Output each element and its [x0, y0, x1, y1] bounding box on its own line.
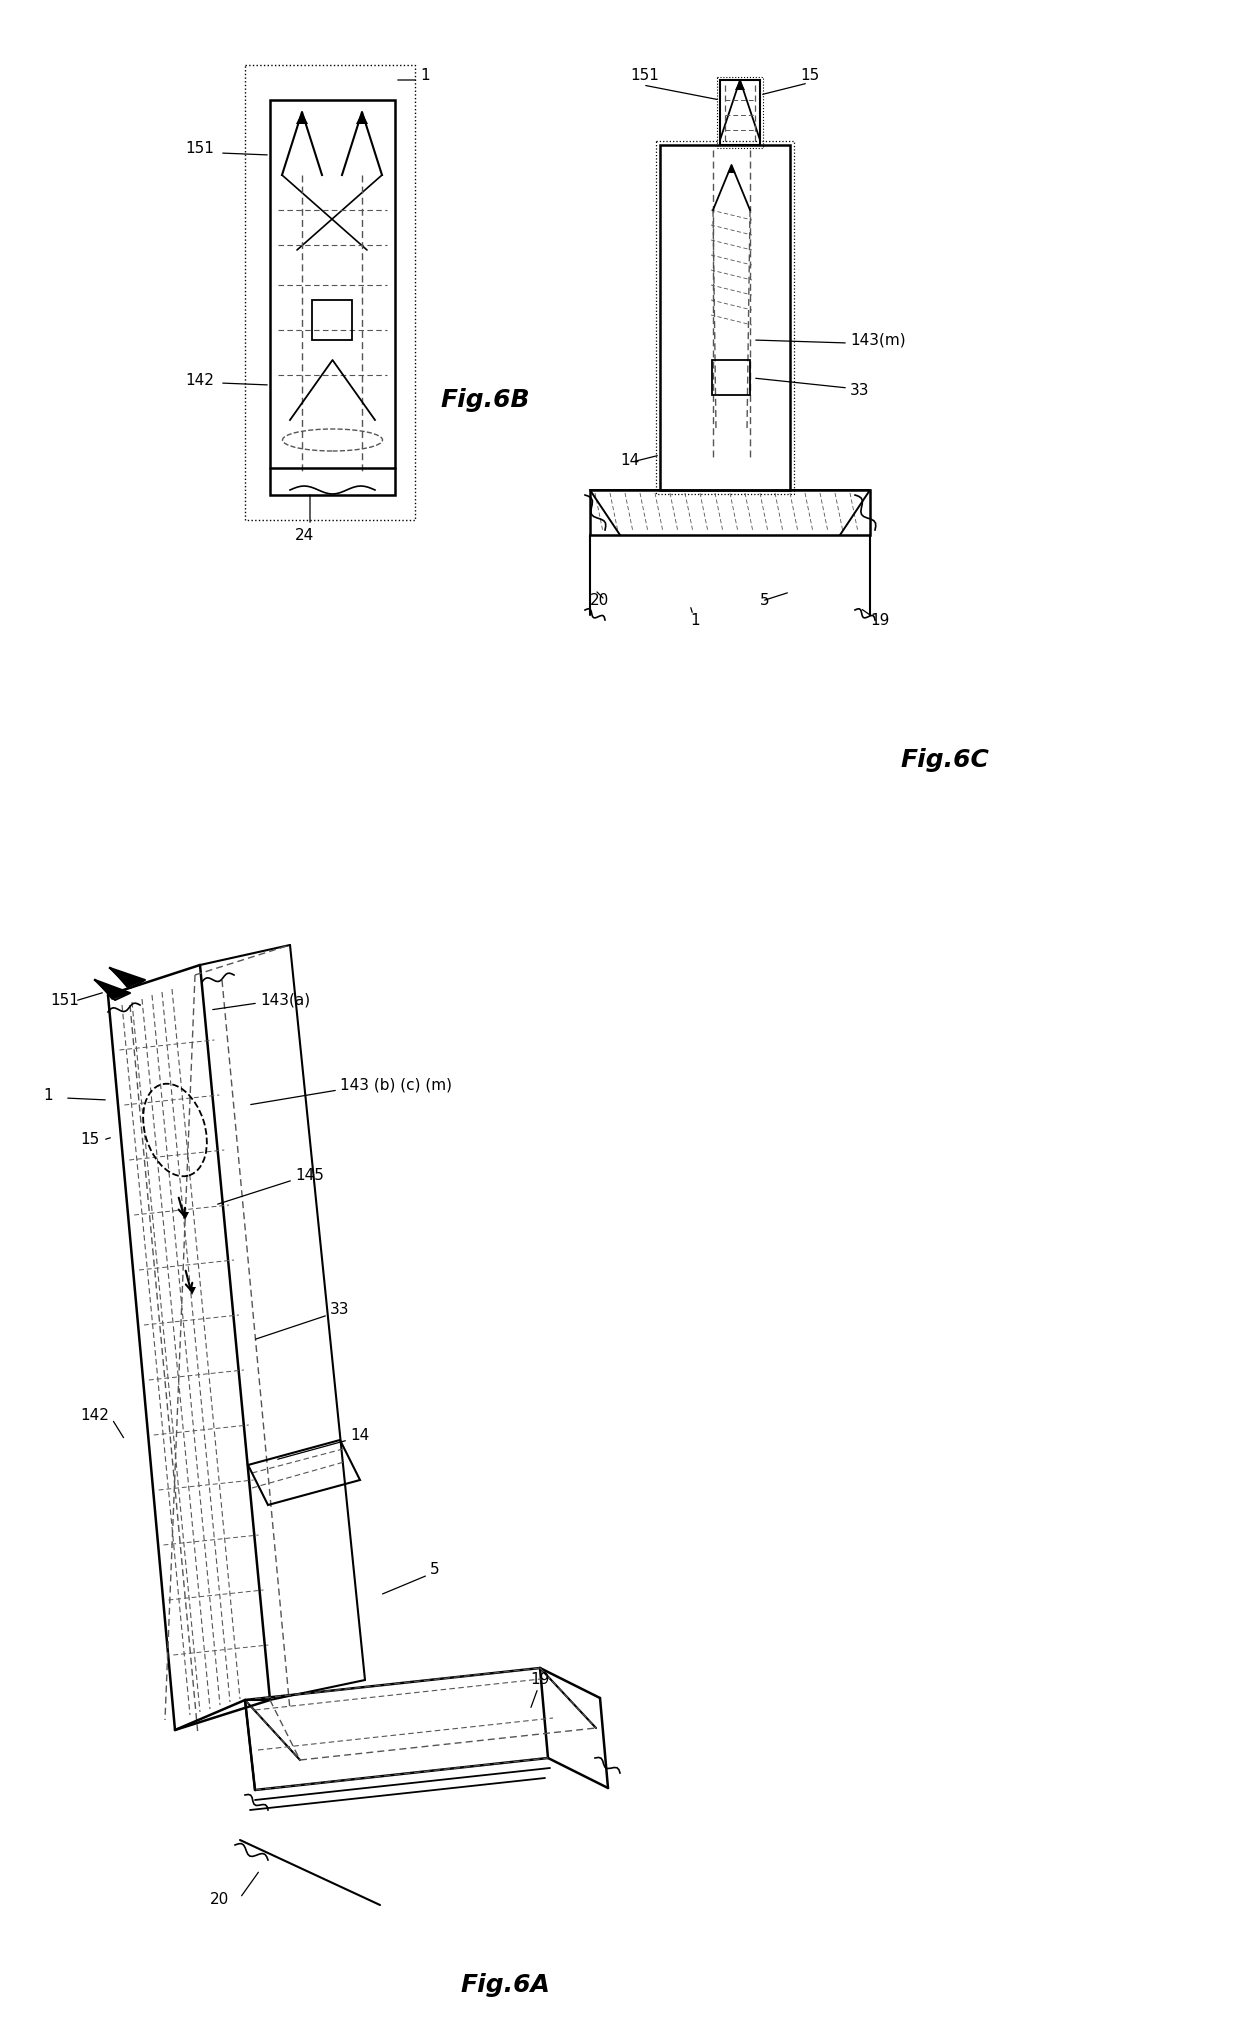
Text: 14: 14 — [620, 452, 640, 468]
Text: 14: 14 — [350, 1427, 370, 1441]
Text: Fig.6C: Fig.6C — [900, 747, 988, 772]
Text: 20: 20 — [590, 592, 609, 607]
Text: 33: 33 — [330, 1303, 350, 1317]
Text: 143(m): 143(m) — [849, 332, 905, 348]
Text: 142: 142 — [185, 373, 213, 387]
Text: Fig.6A: Fig.6A — [460, 1973, 549, 1997]
Polygon shape — [181, 1211, 188, 1220]
Polygon shape — [735, 79, 745, 90]
Text: 142: 142 — [81, 1407, 109, 1423]
Text: 20: 20 — [210, 1893, 229, 1908]
Text: 33: 33 — [849, 383, 869, 397]
Text: 145: 145 — [295, 1167, 324, 1183]
Text: 5: 5 — [760, 592, 770, 607]
Polygon shape — [95, 979, 130, 1000]
Text: 1: 1 — [689, 613, 699, 627]
Polygon shape — [728, 165, 735, 173]
Text: 151: 151 — [185, 140, 213, 155]
Text: 143(a): 143(a) — [260, 992, 310, 1008]
Text: 151: 151 — [50, 992, 79, 1008]
Text: 143 (b) (c) (m): 143 (b) (c) (m) — [340, 1077, 453, 1093]
Text: Fig.6B: Fig.6B — [440, 389, 529, 411]
Polygon shape — [296, 112, 308, 124]
Text: 15: 15 — [81, 1132, 99, 1148]
Polygon shape — [356, 112, 368, 124]
Text: 19: 19 — [529, 1672, 549, 1688]
Text: 5: 5 — [430, 1562, 440, 1578]
Text: 15: 15 — [800, 67, 820, 83]
Text: 1: 1 — [420, 67, 429, 83]
Polygon shape — [188, 1287, 196, 1295]
Text: 19: 19 — [870, 613, 889, 627]
Text: 1: 1 — [43, 1087, 52, 1104]
Polygon shape — [110, 967, 145, 987]
Text: 24: 24 — [295, 527, 314, 542]
Text: 151: 151 — [630, 67, 658, 83]
